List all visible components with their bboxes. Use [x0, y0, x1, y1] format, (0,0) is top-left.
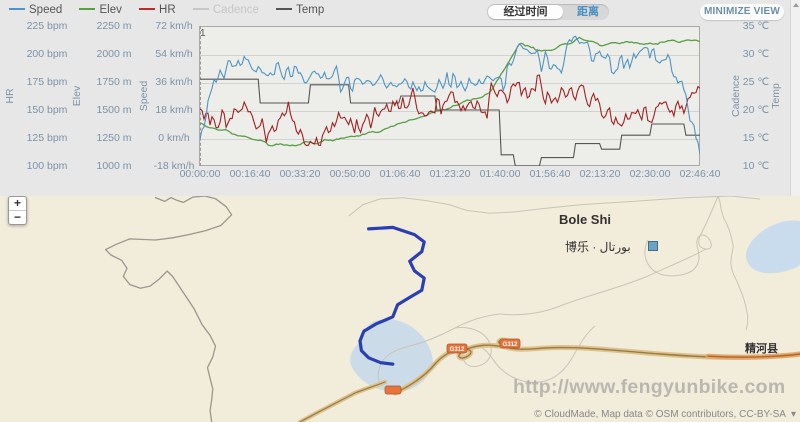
svg-text:G312: G312 — [503, 342, 518, 348]
svg-text:G312: G312 — [450, 347, 465, 353]
